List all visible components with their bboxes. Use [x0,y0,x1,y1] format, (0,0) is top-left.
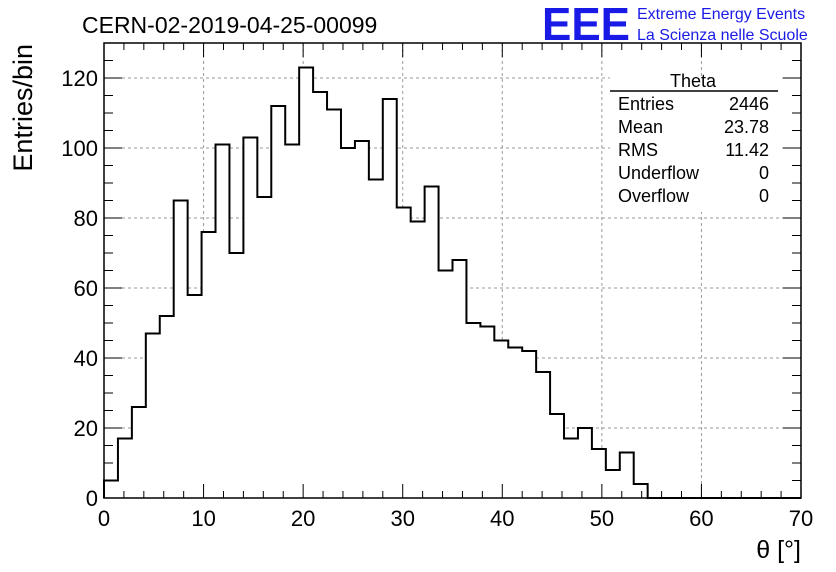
histogram-bin [591,449,606,498]
histogram-bin [215,144,230,498]
histogram-bin [327,109,341,498]
histogram-bin [564,438,578,498]
y-axis-label: Entries/bin [8,44,38,172]
histogram-bin [117,438,132,498]
x-tick-label: 0 [98,506,110,531]
histogram-bin [271,106,286,498]
histogram-bin [550,414,565,498]
x-tick-label: 70 [789,506,813,531]
x-tick-label: 40 [490,506,514,531]
histogram-bin [424,186,439,498]
stats-box-background [610,76,780,212]
stats-row-value: 2446 [729,94,769,114]
histogram-bin [201,232,216,498]
histogram-bin [633,484,648,498]
histogram-bin [104,480,118,498]
y-tick-label: 100 [61,136,98,161]
stats-row-value: 11.42 [725,140,769,160]
logo-line-1: Extreme Energy Events [637,6,805,23]
histogram-bin [285,144,300,498]
histogram-bin [396,207,411,498]
stats-row-label: Overflow [618,186,690,206]
histogram-bin [354,141,369,498]
histogram-bin [229,253,244,498]
histogram-bin [480,326,495,498]
histogram-bin [619,452,634,498]
x-tick-label: 30 [390,506,414,531]
histogram-bin [368,179,383,498]
y-tick-label: 60 [74,276,98,301]
x-tick-label: 20 [291,506,315,531]
histogram-bin [382,99,397,498]
histogram-bin [410,221,425,498]
logo-line-2: La Scienza nelle Scuole [637,27,808,44]
stats-row-value: 0 [759,186,769,206]
axis-ticks [103,42,802,499]
y-tick-label: 80 [74,206,98,231]
histogram-bin [522,351,537,498]
histogram-series [103,66,801,499]
stats-box-title: Theta [670,71,717,91]
stats-row-label: Mean [618,117,663,137]
y-tick-label: 120 [61,66,98,91]
logo-mark: EEE [542,0,630,50]
x-axis-label: θ [°] [756,536,801,564]
stats-row-label: Underflow [618,163,700,183]
histogram-bin [131,407,146,498]
x-tick-label: 10 [191,506,215,531]
histogram-bin [536,372,551,498]
logo: EEE Extreme Energy Events La Scienza nel… [542,0,808,50]
stats-row-label: RMS [618,140,658,160]
y-tick-label: 40 [74,346,98,371]
histogram-bin [187,295,202,498]
histogram-bin [299,67,314,498]
histogram-bin [173,200,188,498]
histogram-bin [243,137,258,498]
y-tick-label: 0 [86,486,98,511]
histogram-bin [145,333,160,498]
x-tick-label: 50 [590,506,614,531]
histogram-outline [103,66,801,499]
histogram-bin [452,260,467,498]
histogram-bin [438,270,453,498]
axis-tick-labels: 0 10 20 30 40 50 60 70 0 20 40 60 80 100 120 [61,66,813,531]
y-tick-label: 20 [74,416,98,441]
stats-box: Theta Entries 2446 Mean 23.78 RMS 11.42 Underf… [610,71,780,212]
stats-row-value: 23.78 [724,117,769,137]
stats-row-label: Entries [618,94,674,114]
chart-title: CERN-02-2019-04-25-00099 [82,12,377,38]
histogram-bin [577,428,592,498]
x-tick-label: 60 [689,506,713,531]
histogram-bin [257,197,272,498]
histogram-bin [340,148,355,498]
histogram-bin [508,347,523,498]
stats-row-value: 0 [759,163,769,183]
histogram-bin [494,340,509,498]
histogram-bin [605,470,620,498]
histogram-bin [159,316,174,498]
histogram-bin [313,92,328,498]
histogram-bin [466,323,481,498]
